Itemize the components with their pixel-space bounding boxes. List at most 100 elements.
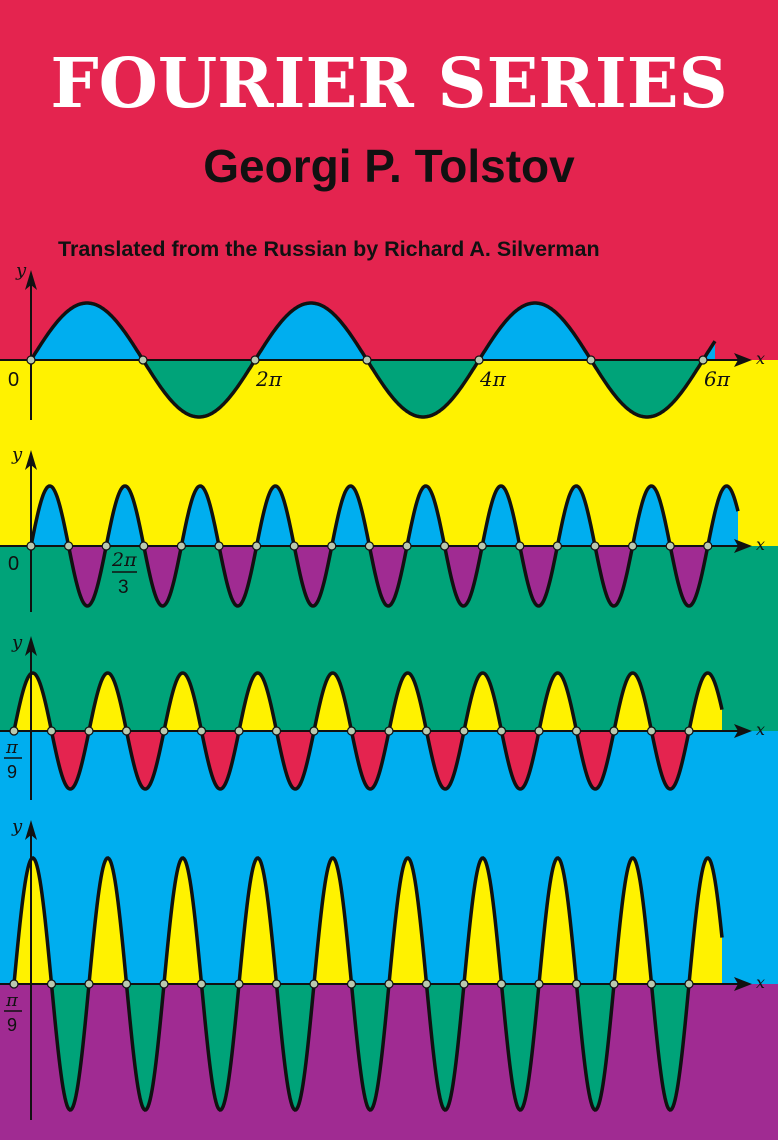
zero-marker bbox=[459, 979, 469, 989]
graph-4-x-arrow bbox=[734, 977, 752, 991]
graph-3-y-label: y bbox=[11, 632, 23, 653]
zero-marker bbox=[63, 541, 74, 551]
graph-2-tick-numerator: 2π bbox=[111, 549, 137, 571]
zero-marker bbox=[515, 541, 525, 551]
zero-marker bbox=[402, 541, 412, 551]
zero-marker bbox=[609, 726, 619, 736]
zero-marker bbox=[250, 355, 260, 365]
zero-marker bbox=[46, 726, 57, 736]
graph-2-origin-label: 0 bbox=[8, 553, 19, 575]
graph-3: y x π 9 bbox=[0, 632, 765, 800]
zero-marker bbox=[421, 979, 432, 989]
book-title: FOURIER SERIES bbox=[50, 44, 728, 124]
zero-marker bbox=[477, 541, 487, 551]
zero-marker bbox=[421, 726, 432, 736]
zero-marker bbox=[138, 355, 148, 365]
zero-marker bbox=[121, 726, 132, 736]
graph-1-x-arrow bbox=[734, 353, 752, 367]
graph-4-y-label: y bbox=[11, 816, 23, 837]
graph-3-negative-lobes bbox=[14, 731, 722, 789]
graph-3-x-label: x bbox=[756, 720, 765, 739]
zero-marker bbox=[9, 726, 19, 736]
graph-1-y-arrow bbox=[25, 270, 37, 290]
zero-marker bbox=[684, 979, 694, 989]
graph-2-y-arrow bbox=[25, 450, 37, 470]
graph-1-tick-6pi: 6π bbox=[704, 367, 731, 391]
zero-marker bbox=[684, 726, 694, 736]
zero-marker bbox=[571, 726, 582, 736]
zero-marker bbox=[271, 979, 282, 989]
zero-marker bbox=[362, 355, 372, 365]
zero-marker bbox=[46, 979, 57, 989]
graph-2-y-label: y bbox=[11, 444, 23, 465]
zero-marker bbox=[121, 979, 132, 989]
zero-marker bbox=[571, 979, 582, 989]
graph-3-curve bbox=[12, 671, 724, 791]
translator-credit: Translated from the Russian by Richard A… bbox=[58, 237, 600, 261]
graph-4: y x π 9 bbox=[0, 816, 765, 1120]
zero-marker bbox=[139, 541, 149, 551]
zero-marker bbox=[196, 979, 207, 989]
graph-2-tick-denominator: 3 bbox=[118, 577, 129, 598]
graph-2-negative-lobes bbox=[31, 546, 738, 606]
graph-1-positive-lobes bbox=[31, 303, 715, 360]
zero-marker bbox=[327, 541, 337, 551]
graph-3-zero-markers bbox=[9, 726, 694, 736]
zero-marker bbox=[252, 541, 262, 551]
zero-marker bbox=[159, 726, 169, 736]
zero-marker bbox=[590, 541, 600, 551]
graph-1-negative-lobes bbox=[31, 360, 715, 417]
graph-2-curve bbox=[29, 484, 740, 608]
zero-marker bbox=[698, 355, 708, 365]
zero-marker bbox=[84, 979, 94, 989]
zero-marker bbox=[271, 726, 282, 736]
zero-marker bbox=[552, 541, 563, 551]
zero-marker bbox=[176, 541, 186, 551]
zero-marker bbox=[289, 541, 299, 551]
graph-4-zero-markers bbox=[9, 979, 694, 989]
zero-marker bbox=[26, 355, 36, 365]
graph-2-x-label: x bbox=[756, 535, 765, 554]
zero-marker bbox=[665, 541, 675, 551]
zero-marker bbox=[496, 726, 507, 736]
graph-4-origin-numerator: π bbox=[5, 990, 19, 1011]
zero-marker bbox=[309, 979, 319, 989]
graph-4-negative-lobes bbox=[14, 984, 722, 1110]
graph-2: y x 0 2π 3 bbox=[0, 444, 765, 612]
zero-marker bbox=[609, 979, 619, 989]
zero-marker bbox=[534, 726, 544, 736]
zero-marker bbox=[196, 726, 207, 736]
graph-2-x-arrow bbox=[734, 539, 752, 553]
zero-marker bbox=[496, 979, 507, 989]
graph-3-x-arrow bbox=[734, 724, 752, 738]
book-author: Georgi P. Tolstov bbox=[203, 140, 575, 192]
zero-marker bbox=[646, 979, 657, 989]
zero-marker bbox=[346, 726, 357, 736]
zero-marker bbox=[26, 541, 36, 551]
graph-4-origin-denominator: 9 bbox=[7, 1015, 17, 1035]
zero-marker bbox=[309, 726, 319, 736]
graph-4-curve bbox=[12, 856, 724, 1112]
zero-marker bbox=[346, 979, 357, 989]
zero-marker bbox=[627, 541, 638, 551]
graph-4-x-label: x bbox=[756, 973, 765, 992]
zero-marker bbox=[474, 355, 484, 365]
graph-2-zero-markers bbox=[26, 541, 713, 551]
zero-marker bbox=[84, 726, 94, 736]
graph-1-x-label: x bbox=[756, 349, 765, 368]
zero-marker bbox=[101, 541, 111, 551]
zero-marker bbox=[159, 979, 169, 989]
zero-marker bbox=[534, 979, 544, 989]
zero-marker bbox=[234, 979, 244, 989]
zero-marker bbox=[703, 541, 713, 551]
zero-marker bbox=[234, 726, 244, 736]
zero-marker bbox=[214, 541, 224, 551]
zero-marker bbox=[586, 355, 596, 365]
graph-1-tick-2pi: 2π bbox=[255, 367, 283, 391]
graph-1: y x 0 2π 4π 6π bbox=[0, 260, 765, 420]
graph-1-zero-markers bbox=[26, 355, 708, 365]
graph-4-y-arrow bbox=[25, 820, 37, 840]
graph-3-y-arrow bbox=[25, 636, 37, 656]
